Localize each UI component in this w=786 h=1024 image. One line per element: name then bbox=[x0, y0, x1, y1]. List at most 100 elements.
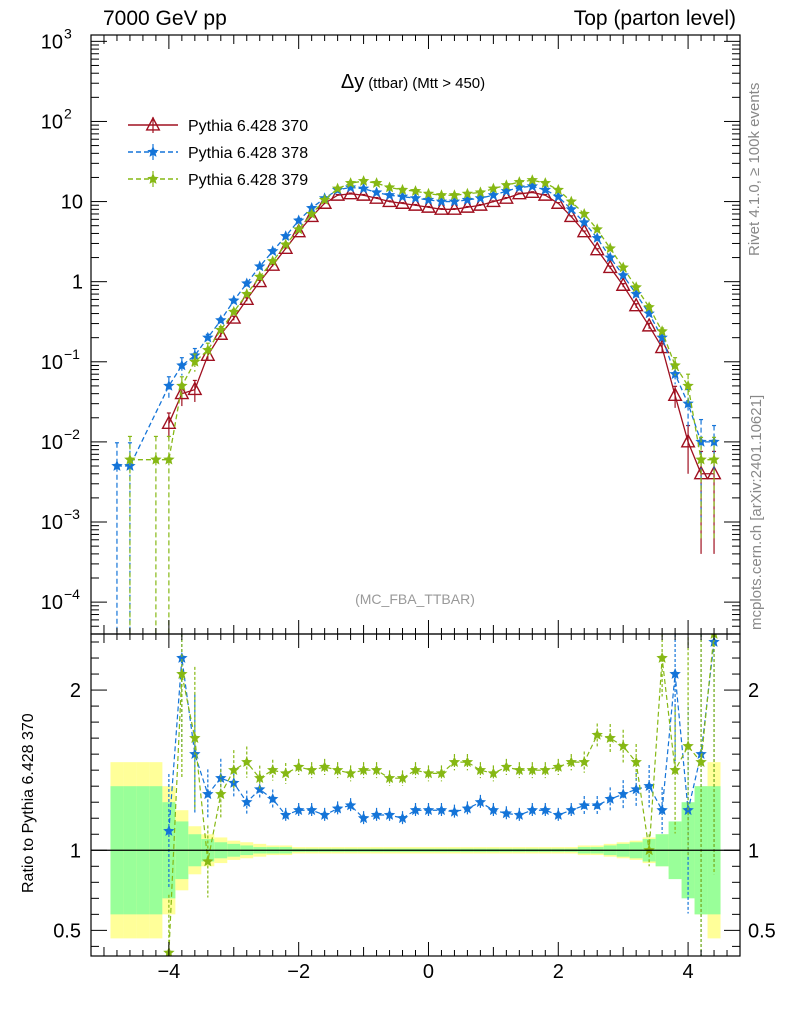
side-label-mcplots: mcplots.cern.ch [arXiv:2401.10621] bbox=[748, 394, 765, 630]
data-point bbox=[356, 186, 372, 201]
ratio-point bbox=[513, 809, 525, 820]
ratio-point bbox=[280, 767, 292, 779]
ratio-point bbox=[435, 767, 448, 779]
ratio-point bbox=[448, 805, 461, 817]
data-point bbox=[344, 177, 357, 188]
ratio-point bbox=[682, 740, 694, 751]
data-point bbox=[189, 355, 201, 367]
ratio-point bbox=[448, 756, 461, 767]
ratio-point bbox=[228, 764, 240, 775]
ratio-point bbox=[435, 804, 448, 816]
data-point bbox=[304, 208, 320, 223]
data-point bbox=[695, 453, 707, 465]
data-point bbox=[291, 223, 307, 238]
x-tick-label: 2 bbox=[553, 961, 564, 983]
data-point bbox=[682, 379, 694, 391]
main-series bbox=[111, 174, 722, 634]
data-point bbox=[124, 460, 136, 471]
data-point bbox=[656, 325, 668, 337]
data-point bbox=[472, 196, 488, 211]
data-point bbox=[254, 270, 266, 282]
ratio-tick-label-right: 2 bbox=[748, 680, 759, 702]
data-point bbox=[280, 230, 292, 241]
data-point bbox=[226, 309, 242, 324]
data-point bbox=[641, 317, 657, 332]
data-point bbox=[241, 288, 253, 299]
data-point bbox=[202, 331, 214, 343]
ratio-point bbox=[474, 764, 487, 775]
data-point bbox=[215, 314, 227, 326]
ratio-series bbox=[163, 634, 720, 956]
data-point bbox=[357, 175, 370, 186]
ratio-point bbox=[241, 796, 253, 808]
ratio-point bbox=[526, 804, 538, 816]
data-point bbox=[539, 183, 551, 195]
data-point bbox=[228, 305, 240, 317]
data-point bbox=[669, 359, 681, 371]
ratio-point bbox=[267, 793, 279, 804]
ratio-point bbox=[526, 764, 538, 775]
data-point bbox=[124, 453, 136, 465]
data-point bbox=[331, 182, 344, 194]
x-tick-label: 4 bbox=[683, 961, 694, 983]
ratio-point bbox=[513, 764, 525, 775]
data-point bbox=[409, 185, 422, 196]
data-point bbox=[408, 196, 423, 211]
ratio-point bbox=[656, 652, 668, 663]
data-point bbox=[511, 185, 527, 200]
y-tick-label: 10 bbox=[41, 111, 63, 133]
ratio-line-3 bbox=[168, 634, 715, 953]
data-point bbox=[474, 186, 487, 198]
data-point bbox=[615, 276, 631, 291]
ratio-point bbox=[306, 764, 318, 775]
data-point bbox=[487, 189, 500, 201]
ratio-point bbox=[539, 804, 551, 816]
ratio-point bbox=[552, 809, 564, 820]
data-point bbox=[111, 460, 123, 471]
ratio-point bbox=[552, 761, 564, 772]
x-tick-label: −4 bbox=[157, 961, 180, 983]
ratio-tick-label-right: 0.5 bbox=[748, 920, 776, 942]
data-point bbox=[526, 180, 538, 192]
data-point bbox=[617, 269, 629, 281]
data-point bbox=[524, 183, 540, 199]
data-point bbox=[435, 195, 448, 207]
ratio-point bbox=[409, 764, 422, 775]
ratio-line-2 bbox=[168, 641, 715, 832]
data-point bbox=[591, 232, 603, 243]
ratio-point bbox=[591, 728, 603, 740]
data-point bbox=[383, 181, 396, 193]
ratio-point bbox=[383, 772, 396, 783]
ratio-point bbox=[241, 756, 253, 767]
ratio-tick-label-left: 0.5 bbox=[53, 920, 81, 942]
y-tick-exponent: −2 bbox=[64, 426, 80, 442]
y-tick-exponent: −4 bbox=[64, 586, 80, 602]
data-point bbox=[630, 281, 642, 293]
data-point bbox=[578, 208, 590, 219]
ratio-point bbox=[202, 855, 214, 867]
data-point bbox=[643, 307, 655, 319]
ratio-point bbox=[695, 748, 707, 759]
ratio-point bbox=[565, 804, 577, 816]
data-point bbox=[461, 187, 474, 199]
side-label-rivet: Rivet 4.1.0, ≥ 100k events bbox=[746, 82, 763, 256]
data-point bbox=[422, 187, 435, 199]
data-point bbox=[187, 381, 203, 396]
legend-marker bbox=[147, 146, 159, 157]
title-main: (ttbar) bbox=[368, 75, 408, 92]
x-tick-label: 0 bbox=[423, 961, 434, 983]
data-point bbox=[306, 208, 318, 219]
data-point bbox=[318, 193, 331, 205]
data-point bbox=[395, 194, 410, 209]
ratio-point bbox=[487, 767, 500, 779]
data-point bbox=[630, 288, 642, 299]
data-point bbox=[513, 176, 525, 187]
data-point bbox=[539, 177, 551, 188]
data-point bbox=[382, 193, 398, 208]
y-tick-label: 10 bbox=[41, 31, 63, 53]
ratio-axis-label: Ratio to Pythia 6.428 370 bbox=[20, 713, 37, 893]
ratio-point bbox=[695, 756, 707, 767]
data-point bbox=[267, 245, 279, 257]
header-right-label: Top (parton level) bbox=[573, 7, 736, 30]
